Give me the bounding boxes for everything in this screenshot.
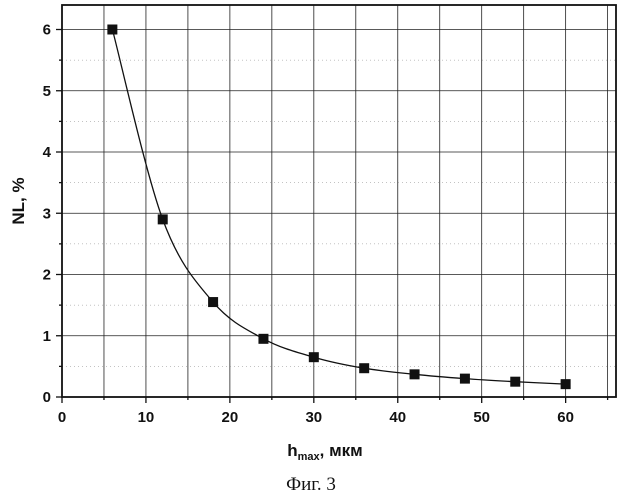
- x-tick-label: 0: [58, 409, 66, 426]
- x-tick-label: 10: [138, 409, 155, 426]
- y-tick-label: 0: [43, 389, 51, 406]
- x-tick-label: 50: [473, 409, 490, 426]
- data-point: [158, 214, 168, 224]
- x-axis-title: hmax, мкм: [287, 441, 363, 463]
- y-tick-label: 3: [43, 205, 51, 222]
- data-point: [258, 334, 268, 344]
- data-point: [510, 377, 520, 387]
- figure-caption: Фиг. 3: [0, 474, 622, 496]
- gridlines: [62, 5, 616, 397]
- data-point: [208, 297, 218, 307]
- x-tick-label: 40: [389, 409, 406, 426]
- y-tick-label: 2: [43, 267, 51, 284]
- data-point: [309, 352, 319, 362]
- x-axis-title-main: h: [287, 441, 297, 460]
- chart: 0 10 20 30 40 50 60 0 1 2 3 4 5 6 hmax, мкм NL, %: [0, 0, 622, 470]
- y-axis-title: NL, %: [9, 177, 28, 224]
- data-point: [107, 25, 117, 35]
- y-tick-label: 1: [43, 328, 51, 345]
- series-line: [112, 30, 565, 385]
- x-axis-title-rest: , мкм: [320, 441, 363, 460]
- plot-frame: [62, 5, 616, 397]
- x-axis-title-sub: max: [298, 451, 321, 463]
- x-tick-label: 60: [557, 409, 574, 426]
- data-point: [410, 369, 420, 379]
- x-tick-label: 20: [222, 409, 239, 426]
- y-tick-label: 4: [43, 144, 52, 161]
- data-markers: [107, 25, 570, 390]
- data-point: [359, 363, 369, 373]
- y-tick-label: 6: [43, 22, 51, 39]
- y-tick-labels: 0 1 2 3 4 5 6: [43, 22, 52, 407]
- x-tick-label: 30: [305, 409, 322, 426]
- x-tick-labels: 0 10 20 30 40 50 60: [58, 409, 574, 426]
- data-point: [460, 374, 470, 384]
- minor-ticks: [56, 30, 608, 404]
- data-point: [561, 379, 571, 389]
- y-tick-label: 5: [43, 83, 51, 100]
